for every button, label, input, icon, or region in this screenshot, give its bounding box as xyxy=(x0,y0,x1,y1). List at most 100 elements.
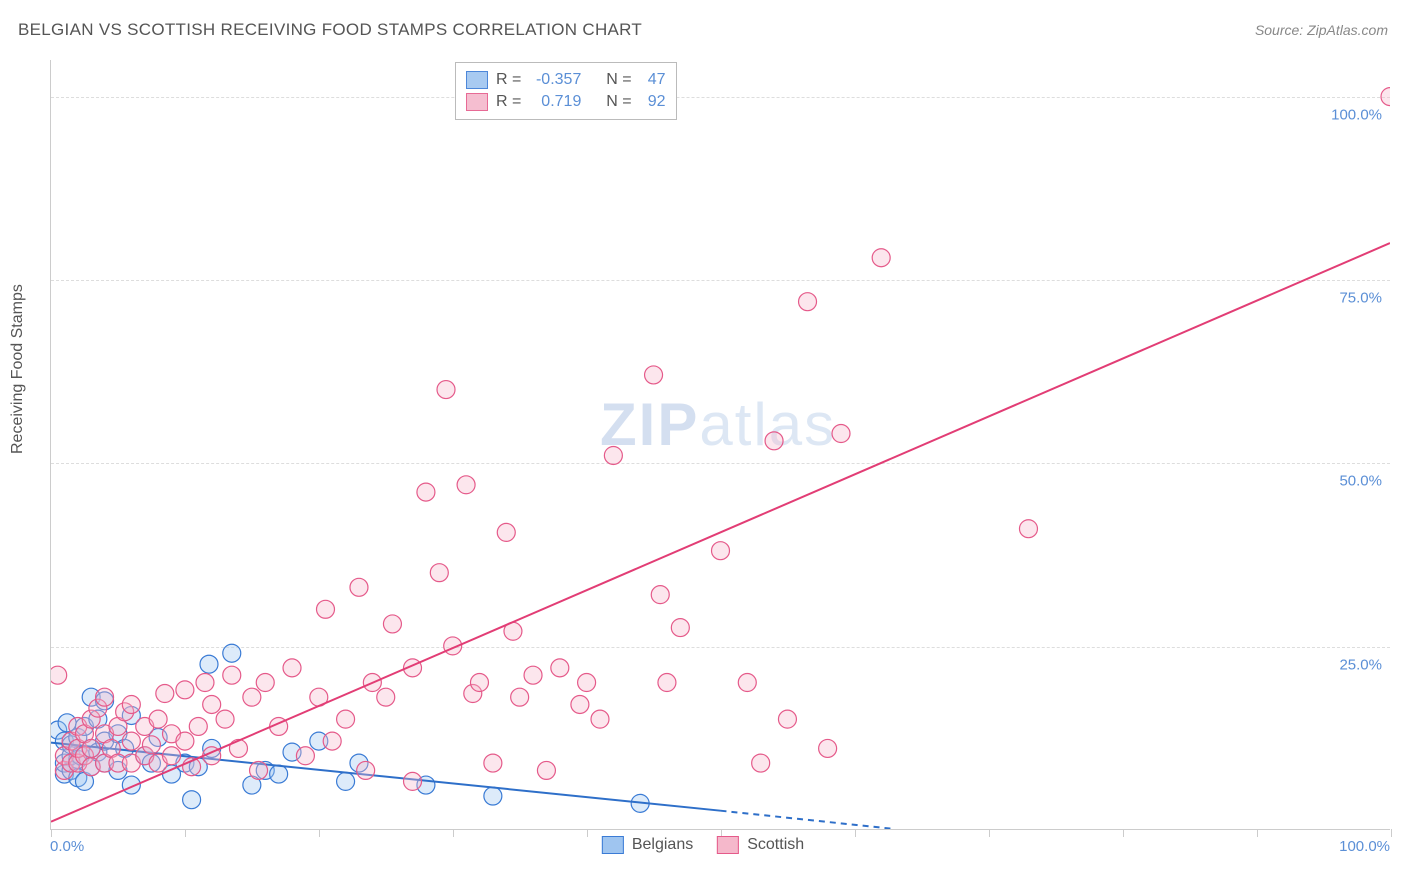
scottish-point xyxy=(149,710,167,728)
belgians-point xyxy=(223,644,241,662)
n-value-scottish: 92 xyxy=(640,93,666,111)
scottish-point xyxy=(765,432,783,450)
chart-title: BELGIAN VS SCOTTISH RECEIVING FOOD STAMP… xyxy=(18,20,642,40)
scottish-point xyxy=(872,249,890,267)
scottish-point xyxy=(551,659,569,677)
scottish-point xyxy=(156,685,174,703)
scottish-point xyxy=(658,674,676,692)
stats-legend-box: R = -0.357 N = 47 R = 0.719 N = 92 xyxy=(455,62,677,120)
scottish-point xyxy=(819,739,837,757)
x-tick xyxy=(587,829,588,837)
scottish-point xyxy=(122,732,140,750)
scottish-point xyxy=(203,696,221,714)
scottish-point xyxy=(283,659,301,677)
scottish-point xyxy=(752,754,770,772)
legend-swatch-belgians xyxy=(602,836,624,854)
scottish-point xyxy=(350,578,368,596)
x-tick xyxy=(1123,829,1124,837)
belgians-point xyxy=(484,787,502,805)
scottish-point xyxy=(591,710,609,728)
scottish-point xyxy=(317,600,335,618)
belgians-point xyxy=(270,765,288,783)
r-value-scottish: 0.719 xyxy=(529,93,581,111)
scottish-point xyxy=(738,674,756,692)
x-tick xyxy=(989,829,990,837)
swatch-belgians xyxy=(466,71,488,89)
scottish-point xyxy=(511,688,529,706)
scottish-point xyxy=(417,483,435,501)
scatter-svg xyxy=(51,60,1390,829)
n-value-belgians: 47 xyxy=(640,71,666,89)
bottom-legend: Belgians Scottish xyxy=(602,836,804,854)
legend-item-scottish: Scottish xyxy=(717,836,804,854)
scottish-point xyxy=(323,732,341,750)
scottish-point xyxy=(337,710,355,728)
scottish-point xyxy=(383,615,401,633)
n-label: N = xyxy=(606,93,631,111)
scottish-point xyxy=(457,476,475,494)
scottish-point xyxy=(404,772,422,790)
scottish-regression-line xyxy=(51,243,1390,822)
scottish-point xyxy=(799,293,817,311)
scottish-point xyxy=(470,674,488,692)
scottish-point xyxy=(578,674,596,692)
scottish-point xyxy=(671,619,689,637)
scottish-point xyxy=(1381,88,1390,106)
scottish-point xyxy=(142,736,160,754)
legend-item-belgians: Belgians xyxy=(602,836,693,854)
x-tick xyxy=(453,829,454,837)
source-attribution: Source: ZipAtlas.com xyxy=(1255,22,1388,38)
swatch-scottish xyxy=(466,93,488,111)
belgians-point xyxy=(337,772,355,790)
x-tick xyxy=(855,829,856,837)
x-tick xyxy=(185,829,186,837)
scottish-point xyxy=(604,446,622,464)
scottish-point xyxy=(296,747,314,765)
scottish-point xyxy=(176,732,194,750)
scottish-point xyxy=(82,739,100,757)
scottish-point xyxy=(51,666,67,684)
x-tick xyxy=(319,829,320,837)
scottish-point xyxy=(96,688,114,706)
scottish-point xyxy=(122,696,140,714)
scottish-point xyxy=(497,523,515,541)
scottish-point xyxy=(484,754,502,772)
stats-row-belgians: R =-0.357 N =47 xyxy=(466,69,666,91)
x-tick xyxy=(1391,829,1392,837)
scottish-point xyxy=(243,688,261,706)
scottish-point xyxy=(778,710,796,728)
scottish-point xyxy=(645,366,663,384)
scottish-point xyxy=(651,586,669,604)
scottish-point xyxy=(223,666,241,684)
scottish-point xyxy=(430,564,448,582)
scottish-point xyxy=(189,717,207,735)
x-tick xyxy=(1257,829,1258,837)
scottish-point xyxy=(176,681,194,699)
scottish-point xyxy=(571,696,589,714)
scottish-point xyxy=(357,761,375,779)
scottish-point xyxy=(250,761,268,779)
plot-area: 25.0%50.0%75.0%100.0% xyxy=(50,60,1390,830)
y-axis-title: Receiving Food Stamps xyxy=(9,284,27,454)
scottish-point xyxy=(524,666,542,684)
x-tick xyxy=(51,829,52,837)
r-label: R = xyxy=(496,93,521,111)
stats-row-scottish: R = 0.719 N = 92 xyxy=(466,91,666,113)
scottish-point xyxy=(832,425,850,443)
legend-swatch-scottish xyxy=(717,836,739,854)
belgians-point xyxy=(183,791,201,809)
scottish-point xyxy=(256,674,274,692)
scottish-point xyxy=(1019,520,1037,538)
legend-label-belgians: Belgians xyxy=(632,836,693,854)
x-label-right: 100.0% xyxy=(1339,838,1390,855)
scottish-point xyxy=(196,674,214,692)
scottish-point xyxy=(377,688,395,706)
scottish-point xyxy=(712,542,730,560)
legend-label-scottish: Scottish xyxy=(747,836,804,854)
r-label: R = xyxy=(496,71,521,89)
belgians-point xyxy=(200,655,218,673)
scottish-point xyxy=(163,747,181,765)
r-value-belgians: -0.357 xyxy=(529,71,581,89)
scottish-point xyxy=(216,710,234,728)
scottish-point xyxy=(229,739,247,757)
